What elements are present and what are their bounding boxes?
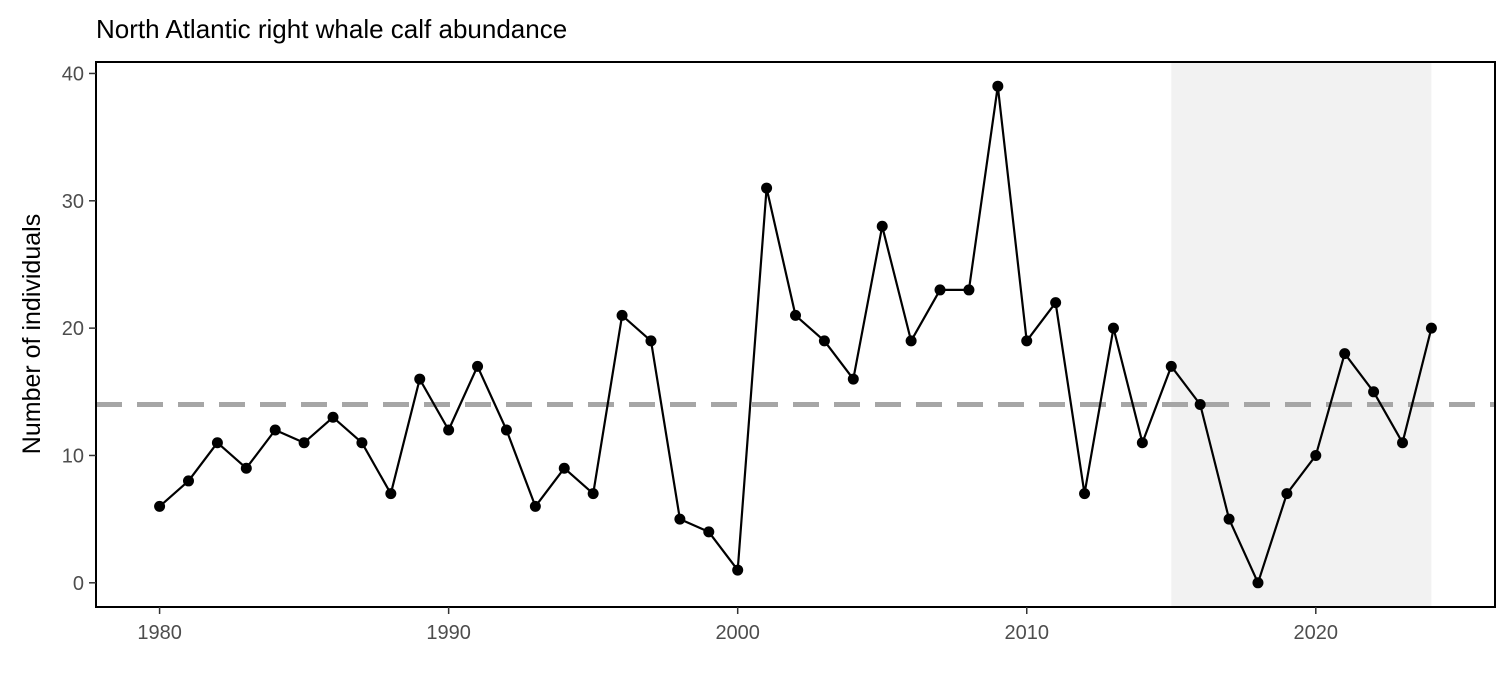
data-point bbox=[558, 462, 570, 474]
data-point bbox=[905, 335, 917, 347]
data-point bbox=[500, 424, 512, 436]
data-point bbox=[1397, 437, 1409, 449]
shaded-period bbox=[1171, 62, 1432, 607]
y-tick-label: 30 bbox=[62, 191, 84, 213]
y-tick-label: 20 bbox=[62, 318, 84, 340]
data-point bbox=[211, 437, 223, 449]
data-point bbox=[847, 373, 859, 385]
x-tick-label: 2010 bbox=[1004, 622, 1049, 644]
data-point bbox=[761, 182, 773, 194]
data-point bbox=[992, 80, 1004, 92]
data-point bbox=[356, 437, 368, 449]
data-point bbox=[269, 424, 281, 436]
data-point bbox=[587, 488, 599, 500]
data-point bbox=[1310, 449, 1322, 461]
data-point bbox=[934, 284, 946, 296]
data-point bbox=[616, 309, 628, 321]
x-tick-label: 1980 bbox=[137, 622, 182, 644]
data-point bbox=[1165, 360, 1177, 372]
data-point bbox=[327, 411, 339, 423]
data-point bbox=[876, 220, 888, 232]
data-point bbox=[1252, 577, 1264, 589]
plot-panel-border bbox=[95, 61, 1496, 608]
data-point bbox=[645, 335, 657, 347]
data-point bbox=[414, 373, 426, 385]
chart-title: North Atlantic right whale calf abundanc… bbox=[96, 14, 568, 44]
data-point bbox=[790, 309, 801, 321]
y-tick-label: 40 bbox=[62, 63, 84, 85]
data-point bbox=[1339, 348, 1351, 360]
data-point bbox=[1050, 297, 1062, 309]
x-tick-label: 1990 bbox=[426, 622, 471, 644]
y-tick-label: 10 bbox=[62, 445, 84, 467]
x-tick-label: 2020 bbox=[1294, 622, 1339, 644]
data-point bbox=[1425, 322, 1437, 334]
data-point bbox=[1079, 488, 1091, 500]
data-point bbox=[154, 500, 166, 512]
data-point bbox=[674, 513, 686, 525]
data-point bbox=[1194, 399, 1206, 411]
data-point bbox=[1136, 437, 1148, 449]
data-point bbox=[529, 500, 541, 512]
data-point bbox=[443, 424, 455, 436]
data-point bbox=[1021, 335, 1033, 347]
x-tick-label: 2000 bbox=[715, 622, 760, 644]
data-point bbox=[182, 475, 194, 487]
data-point bbox=[732, 564, 744, 576]
data-point bbox=[298, 437, 310, 449]
data-point bbox=[472, 360, 484, 372]
data-point bbox=[963, 284, 975, 296]
data-point bbox=[385, 488, 397, 500]
data-point bbox=[1107, 322, 1119, 334]
data-point bbox=[1368, 386, 1380, 398]
data-point bbox=[818, 335, 830, 347]
data-point bbox=[1281, 488, 1293, 500]
y-tick-label: 0 bbox=[73, 573, 84, 595]
y-axis-title: Number of individuals bbox=[18, 214, 46, 454]
data-point bbox=[703, 526, 715, 538]
data-point bbox=[240, 462, 252, 474]
data-point bbox=[1223, 513, 1235, 525]
